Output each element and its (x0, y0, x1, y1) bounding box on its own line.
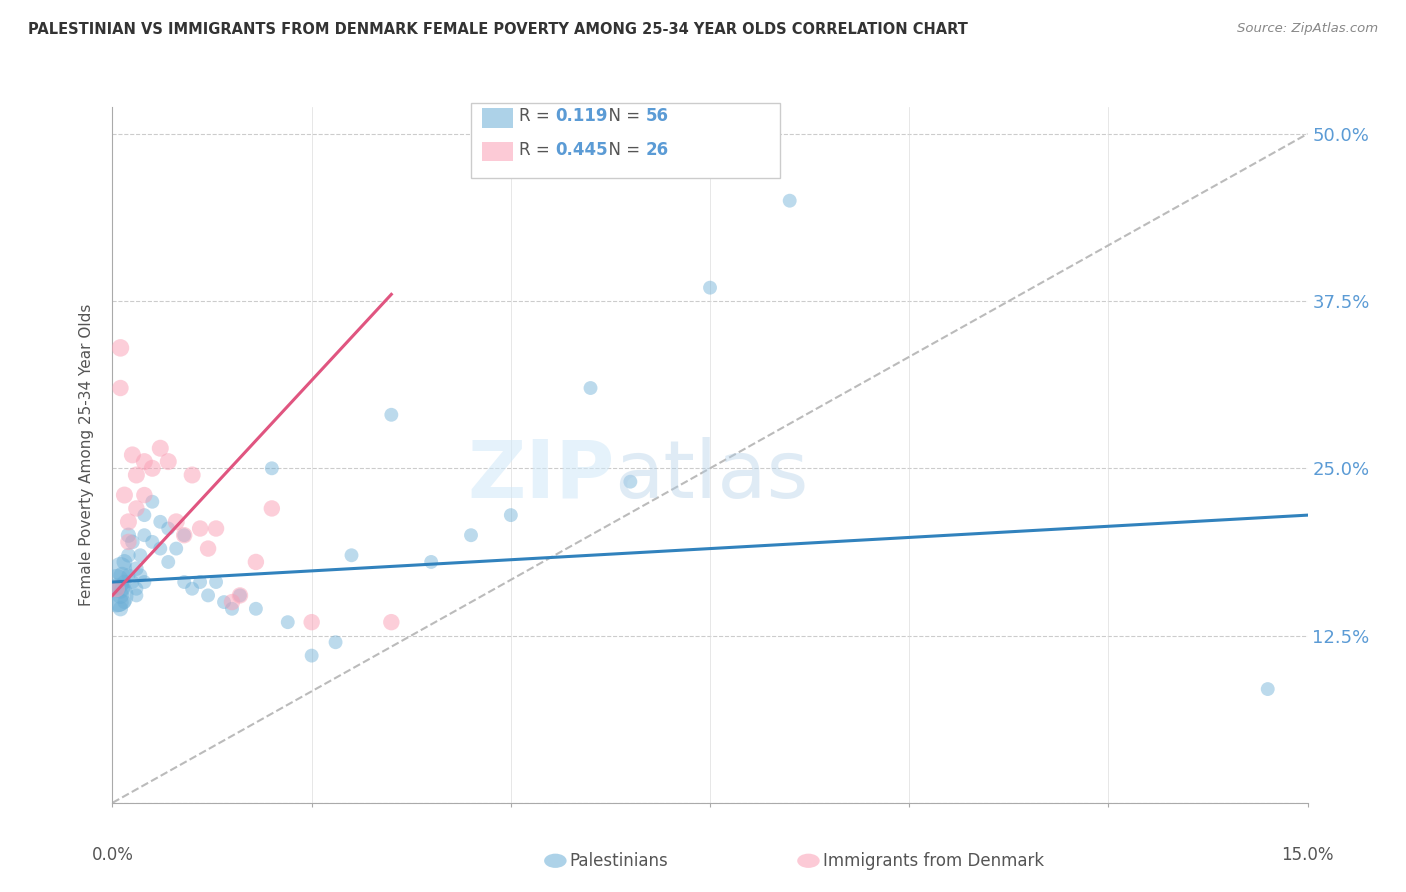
Point (117, 515, 139, 529)
Text: 15.0%: 15.0% (1281, 846, 1334, 863)
Point (165, 541, 187, 556)
Point (134, 508, 156, 523)
Point (125, 501, 148, 516)
Text: 0.445: 0.445 (555, 141, 607, 159)
Point (117, 528, 139, 542)
Point (110, 341, 132, 355)
Point (110, 562, 132, 576)
Point (110, 582, 132, 596)
Text: R =: R = (519, 141, 555, 159)
Point (141, 535, 163, 549)
Point (380, 615, 402, 630)
Point (779, 194, 801, 208)
Point (121, 535, 143, 549)
Point (117, 568, 139, 582)
Point (125, 582, 148, 596)
Point (105, 589, 128, 603)
Point (245, 555, 267, 569)
Point (245, 602, 267, 616)
Point (141, 494, 163, 508)
Text: 0.119: 0.119 (555, 107, 607, 125)
Point (110, 602, 132, 616)
Text: PALESTINIAN VS IMMIGRANTS FROM DENMARK FEMALE POVERTY AMONG 25-34 YEAR OLDS CORR: PALESTINIAN VS IMMIGRANTS FROM DENMARK F… (28, 22, 967, 37)
Y-axis label: Female Poverty Among 25-34 Year Olds: Female Poverty Among 25-34 Year Olds (79, 304, 94, 606)
Point (197, 589, 219, 603)
Point (212, 595, 235, 609)
Point (114, 555, 135, 569)
Point (460, 528, 482, 542)
Point (110, 381, 132, 395)
Text: ZIP: ZIP (467, 437, 614, 515)
Text: atlas: atlas (614, 437, 808, 515)
Point (380, 408, 402, 422)
Point (125, 468, 148, 483)
Point (229, 589, 252, 603)
Point (301, 615, 323, 630)
Point (129, 548, 152, 563)
Point (117, 535, 139, 549)
Point (134, 528, 156, 542)
Point (165, 515, 187, 529)
Text: 0.0%: 0.0% (91, 846, 134, 863)
Point (110, 589, 132, 603)
Point (114, 575, 135, 590)
Point (1257, 681, 1279, 696)
Point (181, 468, 204, 483)
Point (134, 488, 156, 502)
Point (197, 541, 219, 556)
Point (301, 648, 323, 663)
Point (134, 455, 156, 469)
Point (420, 555, 443, 569)
Point (277, 615, 299, 630)
Text: R =: R = (519, 107, 555, 125)
Point (141, 461, 163, 475)
Point (111, 582, 134, 596)
Point (173, 575, 195, 590)
Point (149, 442, 172, 456)
Text: 56: 56 (645, 107, 668, 125)
Text: Immigrants from Denmark: Immigrants from Denmark (823, 852, 1043, 870)
Point (114, 595, 135, 609)
Point (129, 568, 152, 582)
Point (173, 528, 195, 542)
Point (149, 515, 172, 529)
Point (125, 589, 148, 603)
Point (173, 528, 195, 542)
Point (205, 521, 228, 535)
Point (105, 575, 128, 590)
Point (205, 575, 228, 590)
Point (340, 548, 363, 563)
Point (229, 589, 252, 603)
Text: Source: ZipAtlas.com: Source: ZipAtlas.com (1237, 22, 1378, 36)
Point (619, 475, 641, 489)
Point (121, 575, 143, 590)
Point (125, 562, 148, 576)
Point (260, 461, 283, 475)
Point (105, 582, 128, 596)
Point (188, 575, 211, 590)
Point (114, 488, 135, 502)
Point (157, 555, 180, 569)
Point (157, 455, 180, 469)
Text: 26: 26 (645, 141, 668, 159)
Text: Palestinians: Palestinians (569, 852, 668, 870)
Text: N =: N = (598, 141, 645, 159)
Point (111, 568, 134, 582)
Point (181, 582, 204, 596)
Point (499, 508, 522, 523)
Point (221, 595, 243, 609)
Point (325, 635, 347, 649)
Point (699, 281, 721, 295)
Point (157, 521, 180, 535)
Point (149, 541, 172, 556)
Point (117, 548, 139, 563)
Point (221, 602, 243, 616)
Point (108, 595, 131, 609)
Point (579, 381, 602, 395)
Text: N =: N = (598, 107, 645, 125)
Point (121, 448, 143, 462)
Point (260, 501, 283, 516)
Point (188, 521, 211, 535)
Point (134, 575, 156, 590)
